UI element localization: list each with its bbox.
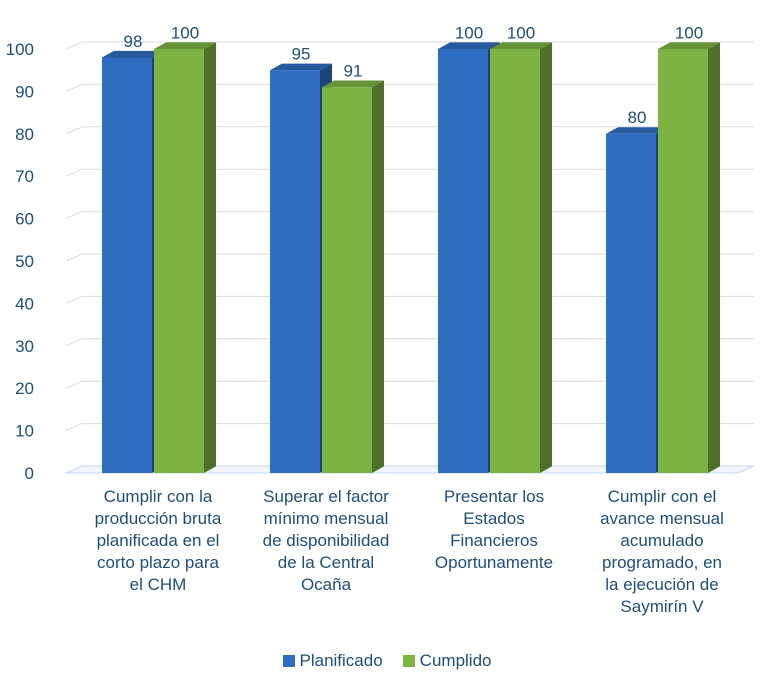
bar-top xyxy=(490,42,552,49)
gridline-side xyxy=(65,423,83,432)
bar-side xyxy=(372,80,384,473)
bar-top xyxy=(102,50,164,58)
y-tick-label: 40 xyxy=(15,294,34,313)
bar-top xyxy=(270,63,332,71)
data-label: 91 xyxy=(344,62,363,81)
bar xyxy=(270,70,320,473)
gridline-side xyxy=(65,338,83,347)
x-tick-label: Presentar los Estados Financieros Oportu… xyxy=(434,487,554,572)
bar-top xyxy=(154,42,216,49)
bar-side xyxy=(540,42,552,474)
chart-plot: 0 10 20 30 40 50 60 70 80 90 100 98 95 100 80 100 91 100 1… xyxy=(6,23,755,480)
x-tick-label: Cumplir con el avance mensual acumulado … xyxy=(600,487,724,616)
y-tick-label: 70 xyxy=(15,167,34,186)
y-tick-label: 50 xyxy=(15,252,34,271)
y-tick-label: 10 xyxy=(15,422,34,441)
y-tick-label: 80 xyxy=(15,125,34,144)
bar xyxy=(658,49,708,473)
y-tick-label: 30 xyxy=(15,337,34,356)
data-label: 100 xyxy=(507,23,535,42)
bar xyxy=(154,49,204,473)
gridline-side xyxy=(65,211,83,220)
legend-label: Planificado xyxy=(299,651,383,670)
bar-top xyxy=(658,42,720,49)
gridline-side xyxy=(65,380,83,389)
y-tick-label: 60 xyxy=(15,210,34,229)
data-label: 98 xyxy=(124,32,143,51)
data-label: 100 xyxy=(455,23,483,42)
legend-item: Planificado xyxy=(282,651,383,671)
bar-top xyxy=(322,80,384,88)
legend-swatch xyxy=(402,655,415,667)
gridline-side xyxy=(65,126,83,135)
gridline-side xyxy=(65,168,83,177)
y-tick-label: 90 xyxy=(15,82,34,101)
y-tick-label: 0 xyxy=(25,464,34,480)
data-label: 100 xyxy=(675,23,703,42)
gridline-side xyxy=(65,83,83,92)
gridline-side xyxy=(65,295,83,304)
legend-swatch xyxy=(282,655,295,667)
data-label: 80 xyxy=(628,108,647,127)
bar xyxy=(438,49,488,473)
data-label: 95 xyxy=(292,45,311,64)
bar xyxy=(606,133,656,474)
gridline-side xyxy=(65,253,83,262)
bar-top xyxy=(606,127,668,134)
x-tick-label: Cumplir con la producción bruta planific… xyxy=(94,487,222,594)
y-tick-label: 20 xyxy=(15,379,34,398)
legend-label: Cumplido xyxy=(419,651,492,670)
legend-item: Cumplido xyxy=(402,651,492,671)
bar xyxy=(322,87,372,473)
bar xyxy=(102,57,152,473)
bar xyxy=(490,49,540,473)
x-tick-label: Superar el factor mínimo mensual de disp… xyxy=(262,487,390,594)
data-label: 100 xyxy=(171,23,199,42)
y-tick-label: 100 xyxy=(6,40,34,59)
bar-top xyxy=(438,42,500,49)
legend: Planificado Cumplido xyxy=(0,651,774,671)
bar-side xyxy=(204,42,216,474)
gridline-side xyxy=(65,41,83,50)
bar-side xyxy=(708,42,720,474)
